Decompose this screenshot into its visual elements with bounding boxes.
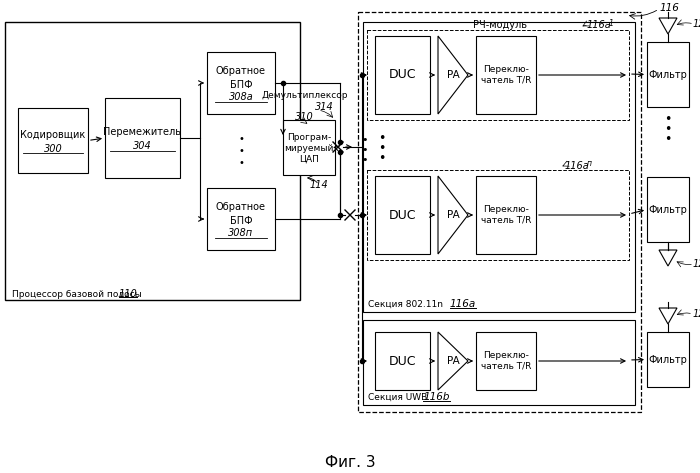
Text: 114: 114	[309, 180, 328, 190]
Text: •: •	[664, 123, 672, 135]
Bar	[207, 52, 275, 114]
Text: Процессор базовой полосы: Процессор базовой полосы	[12, 289, 148, 298]
Text: 308п: 308п	[228, 228, 253, 238]
Text: 110: 110	[119, 289, 138, 299]
Bar	[283, 120, 335, 175]
Bar	[18, 108, 88, 173]
Bar	[105, 98, 180, 178]
Text: •: •	[664, 132, 672, 146]
Text: DUC: DUC	[389, 209, 416, 221]
Text: 304: 304	[133, 141, 152, 151]
Text: Секция UWB: Секция UWB	[368, 393, 433, 402]
Text: Переклю-
чатель T/R: Переклю- чатель T/R	[481, 205, 531, 225]
Bar	[5, 22, 300, 300]
Text: •: •	[664, 113, 672, 125]
Text: 120a: 120a	[693, 19, 700, 29]
Bar	[647, 177, 689, 242]
Text: •: •	[362, 145, 368, 155]
Text: Обратное: Обратное	[216, 66, 266, 76]
Text: •: •	[362, 135, 368, 145]
Text: PA: PA	[447, 210, 459, 220]
Text: БПФ: БПФ	[230, 80, 252, 90]
Text: РЧ-модуль: РЧ-модуль	[473, 20, 526, 30]
Text: PA: PA	[447, 356, 459, 366]
Text: ЦАП: ЦАП	[299, 155, 319, 164]
Text: 116a: 116a	[450, 299, 476, 309]
Bar	[363, 22, 635, 312]
Text: Переклю-
чатель T/R: Переклю- чатель T/R	[481, 65, 531, 85]
Text: 314: 314	[315, 102, 334, 112]
Polygon shape	[659, 18, 677, 34]
Text: DUC: DUC	[389, 69, 416, 81]
Text: PA: PA	[447, 70, 459, 80]
Text: 308a: 308a	[229, 92, 253, 102]
Bar	[367, 30, 629, 120]
Bar	[476, 176, 536, 254]
Text: Перемежитель: Перемежитель	[104, 127, 181, 137]
Text: Фильтр: Фильтр	[649, 204, 687, 214]
Text: 310: 310	[295, 112, 314, 122]
Text: п: п	[587, 158, 592, 167]
Text: Фильтр: Фильтр	[649, 70, 687, 79]
Bar	[207, 188, 275, 250]
Bar	[647, 332, 689, 387]
Text: DUC: DUC	[389, 354, 416, 368]
Text: Кодировщик: Кодировщик	[20, 130, 85, 140]
Text: Обратное: Обратное	[216, 202, 266, 212]
Text: Переклю-
чатель T/R: Переклю- чатель T/R	[481, 351, 531, 371]
Text: мируемый: мируемый	[284, 144, 334, 153]
Text: •
•
•: • • •	[238, 134, 244, 167]
Text: •: •	[362, 155, 368, 165]
Text: 116: 116	[660, 3, 680, 13]
Text: Демультиплексор: Демультиплексор	[262, 90, 349, 99]
Bar	[476, 332, 536, 390]
Text: 300: 300	[43, 143, 62, 154]
Polygon shape	[438, 36, 468, 114]
Text: Секция 802.11n: Секция 802.11n	[368, 299, 449, 308]
Text: •: •	[378, 131, 386, 144]
Text: •: •	[378, 141, 386, 155]
Text: 116a: 116a	[565, 161, 589, 171]
Text: 120b: 120b	[693, 309, 700, 319]
Bar	[375, 176, 430, 254]
Text: 116b: 116b	[423, 392, 449, 402]
Bar	[375, 36, 430, 114]
Polygon shape	[438, 176, 468, 254]
Bar	[367, 170, 629, 260]
Text: Фиг. 3: Фиг. 3	[325, 455, 375, 470]
Text: Фильтр: Фильтр	[649, 354, 687, 365]
Polygon shape	[659, 250, 677, 266]
Text: БПФ: БПФ	[230, 216, 252, 226]
Text: 116a: 116a	[587, 20, 612, 30]
Text: 120a: 120a	[693, 259, 700, 269]
Polygon shape	[659, 308, 677, 324]
Text: Програм-: Програм-	[287, 133, 331, 142]
Text: •: •	[378, 151, 386, 165]
Bar	[476, 36, 536, 114]
Bar	[375, 332, 430, 390]
Polygon shape	[438, 332, 468, 390]
Bar	[358, 12, 641, 412]
Text: 1: 1	[609, 18, 614, 27]
Bar	[647, 42, 689, 107]
Bar	[363, 320, 635, 405]
